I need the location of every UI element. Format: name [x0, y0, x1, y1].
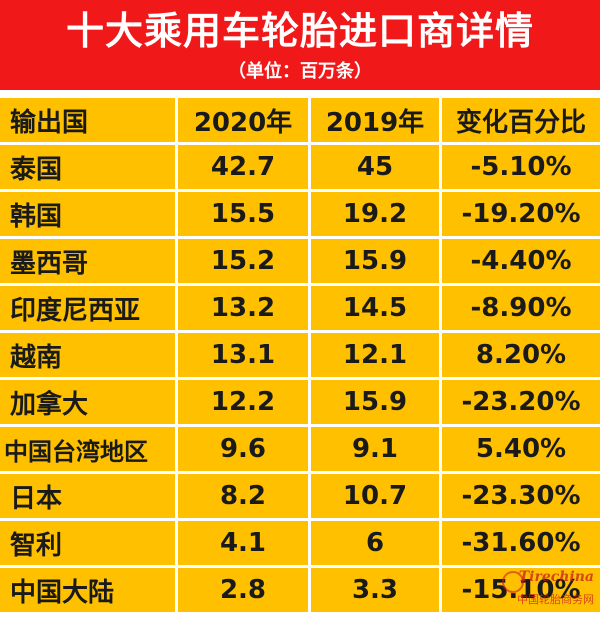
- value-2019-cell: 19.2: [311, 192, 442, 239]
- change-cell: -19.20%: [442, 192, 600, 239]
- value-2020-cell: 13.1: [178, 333, 311, 380]
- table-row: 越南 13.1 12.1 8.20%: [0, 333, 600, 380]
- value-2019-cell: 15.9: [311, 380, 442, 427]
- table-row: 加拿大 12.2 15.9 -23.20%: [0, 380, 600, 427]
- value-2019-cell: 6: [311, 521, 442, 568]
- col-header-2020: 2020年: [178, 98, 311, 145]
- value-2019-cell: 3.3: [311, 568, 442, 612]
- value-2020-cell: 15.5: [178, 192, 311, 239]
- value-2020-cell: 2.8: [178, 568, 311, 612]
- value-2020-cell: 4.1: [178, 521, 311, 568]
- value-2020-cell: 9.6: [178, 427, 311, 474]
- country-cell: 中国台湾地区: [0, 427, 178, 474]
- title-banner: 十大乘用车轮胎进口商详情 （单位：百万条）: [0, 0, 600, 90]
- value-2020-cell: 15.2: [178, 239, 311, 286]
- value-2019-cell: 45: [311, 145, 442, 192]
- country-cell: 智利: [0, 521, 178, 568]
- change-cell: -8.90%: [442, 286, 600, 333]
- change-cell: -31.60%: [442, 521, 600, 568]
- change-cell: 8.20%: [442, 333, 600, 380]
- table-header-row: 输出国 2020年 2019年 变化百分比: [0, 98, 600, 145]
- unit-subtitle: （单位：百万条）: [228, 61, 372, 82]
- value-2020-cell: 13.2: [178, 286, 311, 333]
- table-row: 韩国 15.5 19.2 -19.20%: [0, 192, 600, 239]
- change-cell: -5.10%: [442, 145, 600, 192]
- country-cell: 印度尼西亚: [0, 286, 178, 333]
- table-row: 智利 4.1 6 -31.60%: [0, 521, 600, 568]
- country-cell: 中国大陆: [0, 568, 178, 612]
- country-cell: 泰国: [0, 145, 178, 192]
- country-cell: 加拿大: [0, 380, 178, 427]
- change-cell: -15.10%: [442, 568, 600, 612]
- value-2019-cell: 15.9: [311, 239, 442, 286]
- table-row: 墨西哥 15.2 15.9 -4.40%: [0, 239, 600, 286]
- change-cell: -4.40%: [442, 239, 600, 286]
- value-2019-cell: 14.5: [311, 286, 442, 333]
- country-cell: 越南: [0, 333, 178, 380]
- change-cell: -23.30%: [442, 474, 600, 521]
- page-title: 十大乘用车轮胎进口商详情: [65, 9, 534, 53]
- table-row: 日本 8.2 10.7 -23.30%: [0, 474, 600, 521]
- value-2019-cell: 9.1: [311, 427, 442, 474]
- col-header-change: 变化百分比: [442, 98, 600, 145]
- country-cell: 韩国: [0, 192, 178, 239]
- table-row: 泰国 42.7 45 -5.10%: [0, 145, 600, 192]
- country-cell: 墨西哥: [0, 239, 178, 286]
- tire-import-table: 输出国 2020年 2019年 变化百分比 泰国 42.7 45 -5.10% …: [0, 98, 600, 612]
- table-row: 中国台湾地区 9.6 9.1 5.40%: [0, 427, 600, 474]
- table-row: 印度尼西亚 13.2 14.5 -8.90%: [0, 286, 600, 333]
- value-2019-cell: 12.1: [311, 333, 442, 380]
- country-cell: 日本: [0, 474, 178, 521]
- change-cell: 5.40%: [442, 427, 600, 474]
- value-2019-cell: 10.7: [311, 474, 442, 521]
- col-header-country: 输出国: [0, 98, 178, 145]
- table-row: 中国大陆 2.8 3.3 -15.10%: [0, 568, 600, 612]
- value-2020-cell: 8.2: [178, 474, 311, 521]
- value-2020-cell: 12.2: [178, 380, 311, 427]
- col-header-2019: 2019年: [311, 98, 442, 145]
- value-2020-cell: 42.7: [178, 145, 311, 192]
- change-cell: -23.20%: [442, 380, 600, 427]
